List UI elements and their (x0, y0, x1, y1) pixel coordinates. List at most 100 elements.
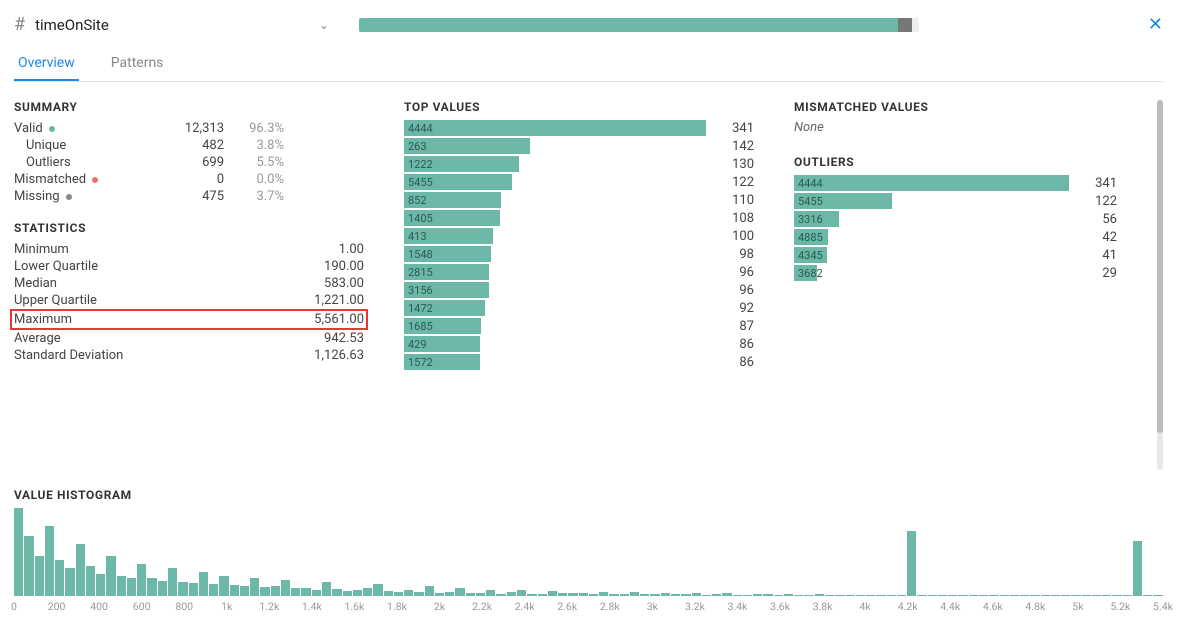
bar-fill: 429 (404, 336, 480, 352)
histogram-bar (630, 592, 639, 596)
bar-track: 2815 (404, 264, 706, 280)
summary-title: SUMMARY (14, 100, 364, 114)
bar-row: 2815 96 (404, 264, 754, 280)
histogram-bar (24, 536, 33, 596)
mismatched-title: MISMATCHED VALUES (794, 100, 1117, 114)
bar-track: 1572 (404, 354, 706, 370)
axis-tick: 1k (221, 600, 232, 613)
summary-label: Missing (14, 189, 144, 204)
histogram-bar (343, 591, 352, 596)
axis-tick: 5k (1072, 600, 1083, 613)
histogram-bar (240, 586, 249, 596)
histogram-bar (271, 586, 280, 596)
histogram-bar (168, 568, 177, 596)
histogram-bar (907, 531, 916, 596)
histogram-bar (1082, 595, 1091, 596)
histogram-bar (917, 595, 926, 596)
axis-tick: 4.2k (898, 600, 918, 613)
histogram-title: VALUE HISTOGRAM (14, 488, 1163, 502)
bar-count: 56 (1077, 212, 1117, 227)
bar-fill: 1472 (404, 300, 485, 316)
bar-fill: 2815 (404, 264, 489, 280)
bar-count: 108 (714, 211, 754, 226)
tab-patterns[interactable]: Patterns (107, 47, 168, 81)
stat-row: Average942.53 (14, 330, 364, 347)
axis-tick: 3.2k (685, 600, 705, 613)
axis-tick: 5.2k (1110, 600, 1130, 613)
bar-fill: 1548 (404, 246, 491, 262)
histogram-bar (692, 593, 701, 596)
summary-count: 482 (144, 138, 224, 153)
histogram-bar (599, 592, 608, 596)
histogram-bar (640, 594, 649, 596)
axis-tick: 3.6k (770, 600, 790, 613)
close-icon[interactable]: ✕ (1148, 14, 1163, 35)
histogram-bar (733, 595, 742, 596)
bar-track: 5455 (404, 174, 706, 190)
bar-count: 96 (714, 265, 754, 280)
bar-track: 4444 (404, 120, 706, 136)
stat-value: 190.00 (324, 259, 364, 274)
histogram-bar (897, 595, 906, 596)
histogram-bar (219, 576, 228, 596)
histogram-bar (507, 592, 516, 596)
column-header: # timeOnSite ⌄ ✕ (14, 10, 1163, 47)
bar-fill: 4885 (794, 229, 828, 245)
histogram-bar (96, 574, 105, 596)
summary-row: Unique4823.8% (14, 137, 364, 154)
histogram-bar (835, 595, 844, 596)
scrollbar-thumb[interactable] (1157, 100, 1163, 433)
histogram-bar (1143, 595, 1152, 596)
bar-track: 413 (404, 228, 706, 244)
histogram-bar (846, 595, 855, 596)
chevron-down-icon[interactable]: ⌄ (319, 18, 329, 32)
bar-fill: 1222 (404, 156, 519, 172)
bar-count: 142 (714, 139, 754, 154)
bar-fill: 4444 (794, 175, 1069, 191)
stat-row-highlighted: Maximum5,561.00 (10, 309, 368, 330)
scrollbar[interactable] (1157, 100, 1163, 470)
stat-row: Minimum1.00 (14, 241, 364, 258)
histogram-bar (260, 587, 269, 596)
bar-track: 5455 (794, 193, 1069, 209)
bar-fill: 852 (404, 192, 501, 208)
histogram-bar (363, 588, 372, 596)
bar-row: 147292 (404, 300, 754, 316)
tab-overview[interactable]: Overview (14, 47, 79, 81)
histogram-bar (1020, 595, 1029, 596)
histogram-bar (281, 580, 290, 596)
bar-row: 168587 (404, 318, 754, 334)
histogram-bar (230, 585, 239, 596)
axis-tick: 1.6k (344, 600, 364, 613)
bar-track: 1405 (404, 210, 706, 226)
histogram-bar (1071, 595, 1080, 596)
histogram-bar (804, 595, 813, 596)
axis-tick: 1.2k (259, 600, 279, 613)
histogram-bar (301, 588, 310, 596)
histogram-bar (784, 594, 793, 596)
histogram-bar (404, 590, 413, 596)
histogram-bar (1153, 595, 1162, 596)
histogram-bar (661, 593, 670, 596)
histogram-bar (650, 594, 659, 596)
bar-track: 852 (404, 192, 706, 208)
bar-fill: 1572 (404, 354, 480, 370)
axis-tick: 4k (859, 600, 870, 613)
bar-fill: 5455 (794, 193, 892, 209)
histogram-bar (958, 595, 967, 596)
axis-tick: 5.4k (1153, 600, 1173, 613)
stat-row: Standard Deviation1,126.63 (14, 347, 364, 364)
histogram-bar (856, 595, 865, 596)
column-name[interactable]: timeOnSite (35, 16, 109, 34)
axis-tick: 2k (434, 600, 445, 613)
histogram-bar (127, 578, 136, 596)
histogram-bar (199, 572, 208, 596)
histogram-bar (979, 595, 988, 596)
histogram-bar (445, 592, 454, 596)
summary-pct: 5.5% (224, 155, 284, 170)
histogram-bar (55, 560, 64, 596)
stat-label: Average (14, 331, 324, 346)
histogram-bar (538, 594, 547, 596)
bar-track: 1222 (404, 156, 706, 172)
summary-row: Valid12,31396.3% (14, 120, 364, 137)
